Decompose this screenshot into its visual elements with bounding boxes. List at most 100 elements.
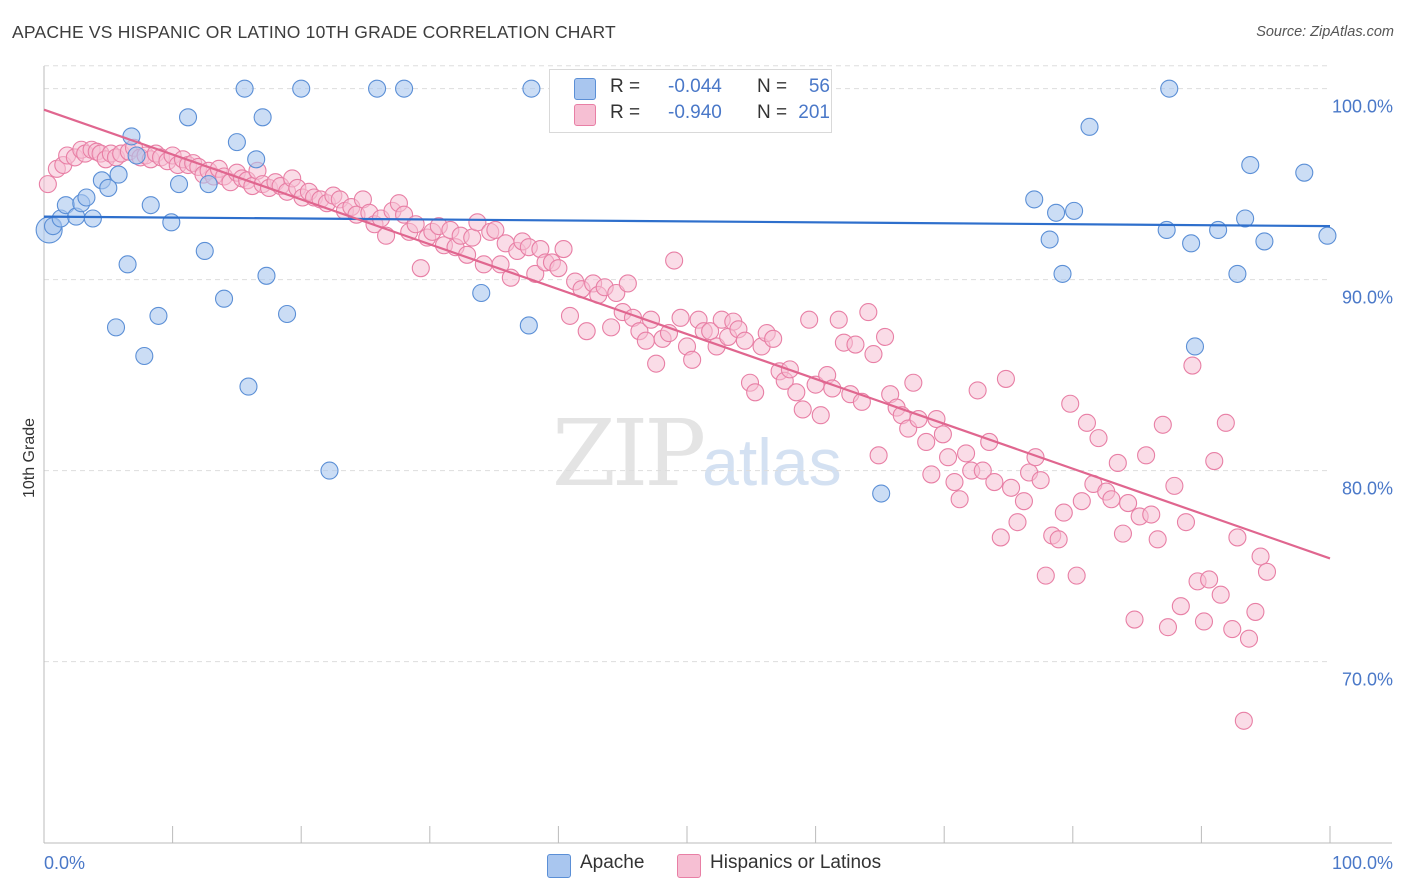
apache-point (472, 283, 491, 303)
hispanic-point (875, 327, 895, 346)
hispanic-point (647, 354, 666, 373)
hispanic-point (909, 409, 928, 429)
hispanic-point (991, 528, 1010, 547)
hispanic-point (1200, 570, 1219, 589)
hispanic-point (577, 322, 596, 341)
hispanic-point (864, 345, 883, 364)
hispanic-swatch (574, 104, 596, 126)
hispanic-point (1108, 453, 1127, 473)
legend-r-label: R = (610, 102, 641, 123)
apache-point (195, 241, 214, 261)
legend-n-value: 56 (808, 76, 830, 97)
legend-r-value: -0.940 (668, 102, 722, 123)
apache-points (35, 79, 1337, 503)
apache-point (239, 377, 258, 396)
apache-trend-line (43, 215, 1331, 228)
apache-swatch (547, 854, 571, 878)
hispanic-point (1002, 478, 1021, 497)
legend-r-value: -0.044 (668, 76, 722, 97)
apache-point (1236, 209, 1255, 228)
y-tick-label: 100.0% (1332, 97, 1393, 117)
hispanic-point (1216, 413, 1235, 432)
apache-point (247, 150, 266, 169)
hispanic-point (1008, 513, 1027, 532)
apache-point (227, 133, 246, 152)
hispanic-point (846, 335, 865, 354)
trend-lines (43, 108, 1331, 560)
hispanic-point (764, 329, 783, 348)
apache-swatch (574, 78, 596, 100)
x-tick-label: 0.0% (44, 853, 85, 873)
hispanic-trend-line (43, 108, 1331, 560)
hispanic-point (1125, 610, 1144, 629)
chart-source: Source: ZipAtlas.com (1256, 24, 1394, 40)
hispanic-point (904, 373, 923, 392)
apache-point (1318, 226, 1337, 245)
hispanic-point (618, 274, 637, 293)
y-tick-label: 90.0% (1342, 288, 1393, 308)
apache-point (1080, 117, 1099, 136)
hispanic-point (468, 213, 487, 232)
hispanic-point (1142, 505, 1161, 524)
y-tick-label: 70.0% (1342, 670, 1393, 690)
apache-point (1182, 234, 1201, 253)
hispanic-point (636, 331, 655, 350)
watermark: ZIPatlas (552, 400, 842, 507)
apache-point (1241, 155, 1260, 175)
hispanic-point (800, 310, 819, 329)
hispanic-point (665, 251, 684, 270)
hispanic-point (968, 381, 987, 400)
hispanic-point (1026, 448, 1045, 467)
watermark-zip: ZIP (552, 400, 706, 507)
apache-point (83, 209, 102, 228)
hispanic-point (411, 259, 430, 278)
hispanic-point (1171, 597, 1190, 616)
hispanic-point (1205, 451, 1224, 471)
apache-point (127, 146, 146, 165)
hispanic-point (1036, 566, 1055, 585)
hispanic-point (1239, 629, 1259, 648)
apache-point (1185, 337, 1205, 356)
apache-point (118, 255, 137, 274)
hispanic-point (486, 220, 505, 240)
hispanic-point (746, 383, 765, 402)
apache-point (278, 304, 297, 324)
hispanic-point (602, 318, 621, 337)
hispanic-point (1061, 394, 1080, 413)
hispanic-point (945, 473, 964, 492)
apache-point (292, 79, 311, 98)
hispanic-point (973, 461, 992, 480)
hispanic-point (1113, 524, 1133, 543)
hispanic-point (1251, 547, 1270, 566)
y-tick-label: 80.0% (1342, 479, 1393, 499)
apache-point (99, 178, 118, 198)
hispanic-point (560, 306, 580, 325)
hispanic-point (1089, 429, 1108, 448)
legend-n-value: 201 (798, 102, 830, 123)
legend-n-label: N = (757, 102, 788, 123)
apache-point (235, 79, 254, 98)
correlation-legend: R = -0.044 N = 56 R = -0.940 N = 201 (549, 69, 832, 133)
apache-point (141, 196, 160, 215)
apache-point (106, 318, 126, 337)
hispanic-point (1067, 566, 1086, 585)
hispanic-point (671, 308, 690, 327)
hispanic-point (933, 425, 952, 444)
hispanic-point (735, 331, 754, 350)
apache-point (320, 461, 339, 480)
apache-point (395, 79, 414, 98)
hispanic-point (917, 432, 936, 452)
apache-point (1053, 264, 1072, 283)
hispanic-point (1031, 471, 1050, 490)
apache-point (1255, 232, 1274, 251)
apache-point (77, 188, 96, 207)
hispanic-point (869, 446, 888, 465)
hispanic-point (1054, 503, 1073, 522)
apache-point (214, 289, 234, 308)
hispanic-point (859, 303, 878, 322)
hispanic-point (1148, 530, 1167, 549)
hispanic-point (1183, 356, 1202, 375)
hispanic-point (463, 228, 482, 247)
chart-title: APACHE VS HISPANIC OR LATINO 10TH GRADE … (12, 22, 616, 42)
apache-point (162, 213, 181, 232)
